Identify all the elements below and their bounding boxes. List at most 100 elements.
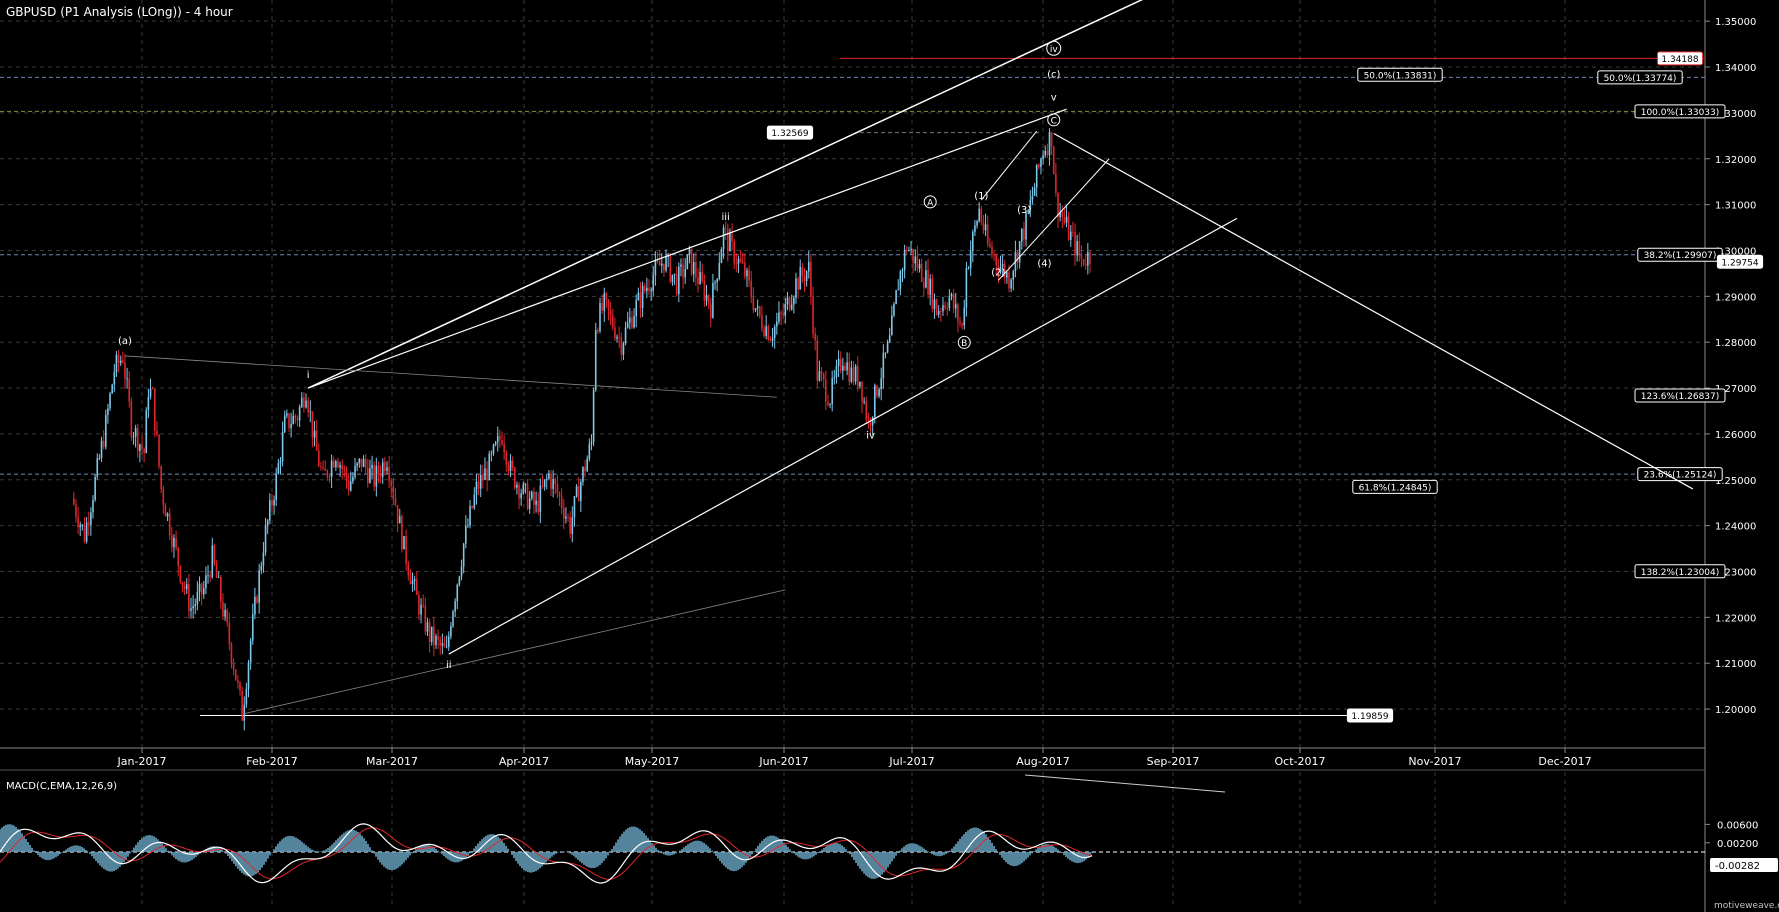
candle-body — [810, 261, 812, 296]
candle-body — [149, 388, 152, 397]
candle-body — [1018, 241, 1021, 263]
candle-body — [147, 396, 150, 411]
candle-body — [963, 307, 966, 326]
candle-body — [850, 367, 853, 382]
candle-body — [192, 606, 194, 609]
candle-body — [643, 285, 646, 292]
candle-body — [1020, 228, 1023, 242]
candle-body — [856, 366, 859, 387]
candle-body — [603, 293, 606, 311]
candle-body — [814, 333, 816, 341]
candle-body — [1027, 210, 1029, 213]
candle-body — [1052, 146, 1055, 175]
candle-body — [820, 371, 823, 375]
candle-body — [111, 384, 113, 394]
candle-body — [196, 591, 199, 605]
macd-indicator — [0, 774, 1226, 884]
candle-body — [119, 360, 122, 363]
candle-body — [416, 579, 418, 595]
time-tick-label: Jan-2017 — [117, 755, 167, 768]
candle-body — [675, 273, 678, 294]
candle-body — [552, 479, 554, 489]
candle-body — [254, 596, 256, 615]
candle-body — [761, 315, 763, 329]
candle-body — [940, 310, 942, 312]
candle-body — [298, 406, 301, 421]
candle-body — [1010, 279, 1012, 289]
grid-lines — [0, 0, 1705, 905]
candle-body — [345, 469, 348, 480]
candle-body — [266, 520, 269, 526]
candle-body — [908, 249, 910, 251]
candle-body — [460, 566, 463, 577]
candle-body — [194, 604, 197, 607]
candle-body — [279, 461, 282, 464]
candle-body — [611, 314, 614, 328]
candle-body — [220, 577, 222, 602]
candle-body — [296, 418, 299, 421]
candle-body — [918, 263, 921, 269]
candle-body — [96, 458, 99, 477]
candle-body — [539, 485, 542, 513]
wave-label: (1) — [974, 191, 988, 202]
candle-body — [705, 295, 708, 301]
grey-line-2 — [244, 589, 786, 715]
price-tick-label: 1.21000 — [1715, 659, 1756, 670]
macd-current-label: -0.00282 — [1715, 861, 1760, 872]
candle-body — [654, 260, 657, 276]
candle-body — [671, 274, 674, 282]
candle-body — [765, 326, 767, 336]
candle-body — [503, 444, 505, 453]
candle-body — [609, 310, 612, 315]
candle-body — [100, 440, 103, 458]
candle-body — [384, 462, 386, 471]
candle-body — [545, 478, 548, 480]
level-tag-label: 1.29754 — [1721, 258, 1758, 268]
price-tick-label: 1.29000 — [1715, 292, 1756, 303]
candle-body — [188, 584, 190, 611]
candle-body — [484, 468, 486, 481]
candle-body — [328, 477, 331, 478]
candle-body — [1072, 231, 1074, 233]
candle-body — [205, 575, 207, 589]
candle-body — [727, 228, 729, 252]
candle-body — [750, 280, 753, 298]
candle-body — [778, 312, 780, 322]
candle-body — [871, 416, 874, 426]
candle-body — [398, 516, 401, 524]
time-tick-label: Oct-2017 — [1275, 755, 1326, 768]
candle-body — [822, 374, 825, 380]
candle-body — [799, 267, 802, 290]
candle-body — [833, 377, 836, 379]
candle-body — [373, 464, 375, 487]
candle-body — [215, 563, 218, 578]
time-tick-label: Dec-2017 — [1538, 755, 1591, 768]
candle-body — [801, 267, 804, 277]
candle-body — [358, 458, 361, 464]
candle-body — [347, 479, 350, 491]
candle-body — [337, 461, 339, 468]
candle-body — [622, 343, 625, 355]
candle-body — [831, 378, 833, 405]
level-tag-label: 50.0%(1.33831) — [1364, 71, 1437, 81]
candle-body — [812, 295, 814, 334]
candle-body — [313, 430, 316, 438]
candle-body — [592, 390, 595, 442]
candle-body — [752, 297, 755, 311]
candle-body — [882, 352, 885, 379]
candle-body — [134, 427, 137, 437]
candle-body — [83, 524, 86, 542]
candle-body — [788, 297, 791, 310]
candle-body — [895, 290, 897, 304]
candle-body — [763, 328, 765, 336]
candle-body — [741, 261, 744, 263]
candle-body — [247, 662, 250, 689]
candle-body — [531, 492, 533, 499]
candle-body — [989, 243, 991, 247]
candle-body — [573, 496, 576, 518]
candle-body — [518, 484, 520, 499]
candle-body — [697, 277, 699, 285]
candle-body — [1057, 193, 1059, 218]
candle-body — [332, 460, 335, 468]
candle-body — [648, 287, 650, 292]
